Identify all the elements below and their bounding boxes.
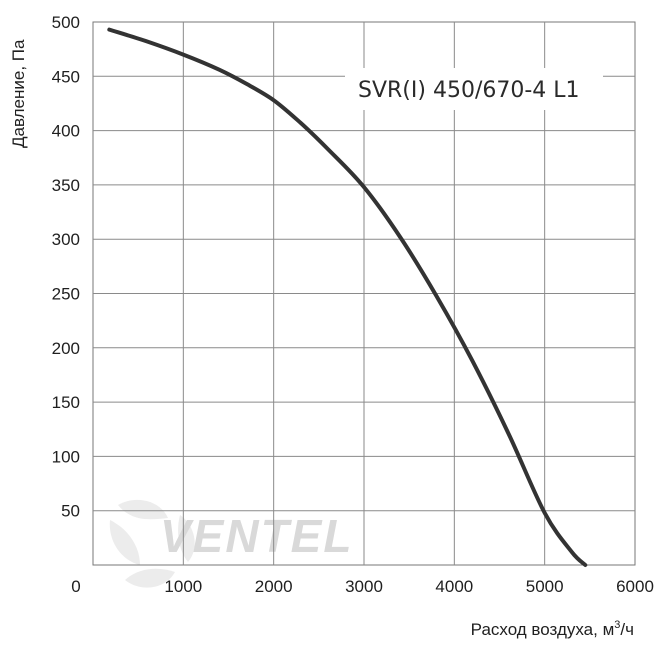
watermark-text: VENTEL: [160, 510, 353, 562]
y-tick-label: 350: [52, 176, 80, 195]
x-tick-label: 2000: [255, 577, 293, 596]
x-tick-label: 3000: [345, 577, 383, 596]
y-tick-label: 100: [52, 447, 80, 466]
x-axis-title-main: Расход воздуха, м: [471, 620, 615, 639]
fan-blade-icon: [109, 499, 195, 588]
x-axis-title: Расход воздуха, м3/ч: [471, 619, 634, 639]
ventel-watermark: VENTEL: [109, 499, 353, 588]
y-axis-title: Давление, Па: [9, 39, 28, 148]
x-axis-title-sup: 3: [614, 619, 620, 631]
y-tick-label: 500: [52, 13, 80, 32]
y-tick-label: 450: [52, 67, 80, 86]
x-tick-label: 6000: [616, 577, 654, 596]
x-tick-label: 5000: [526, 577, 564, 596]
y-tick-label: 300: [52, 230, 80, 249]
x-tick-label: 1000: [164, 577, 202, 596]
x-tick-label: 0: [71, 577, 80, 596]
y-tick-label: 400: [52, 122, 80, 141]
series-curve: [107, 27, 588, 567]
chart-title: SVR(I) 450/670-4 L1: [358, 78, 580, 103]
x-axis-ticks: 0 1000 2000 3000 4000 5000 6000: [71, 577, 654, 596]
x-tick-label: 4000: [435, 577, 473, 596]
y-axis-ticks: 50 100 150 200 250 300 350 400 450 500: [52, 13, 80, 521]
y-tick-label: 50: [61, 502, 80, 521]
x-axis-title-tail: /ч: [620, 620, 634, 639]
series-title-box: [345, 68, 603, 110]
y-tick-label: 250: [52, 285, 80, 304]
y-tick-label: 150: [52, 393, 80, 412]
y-tick-label: 200: [52, 339, 80, 358]
